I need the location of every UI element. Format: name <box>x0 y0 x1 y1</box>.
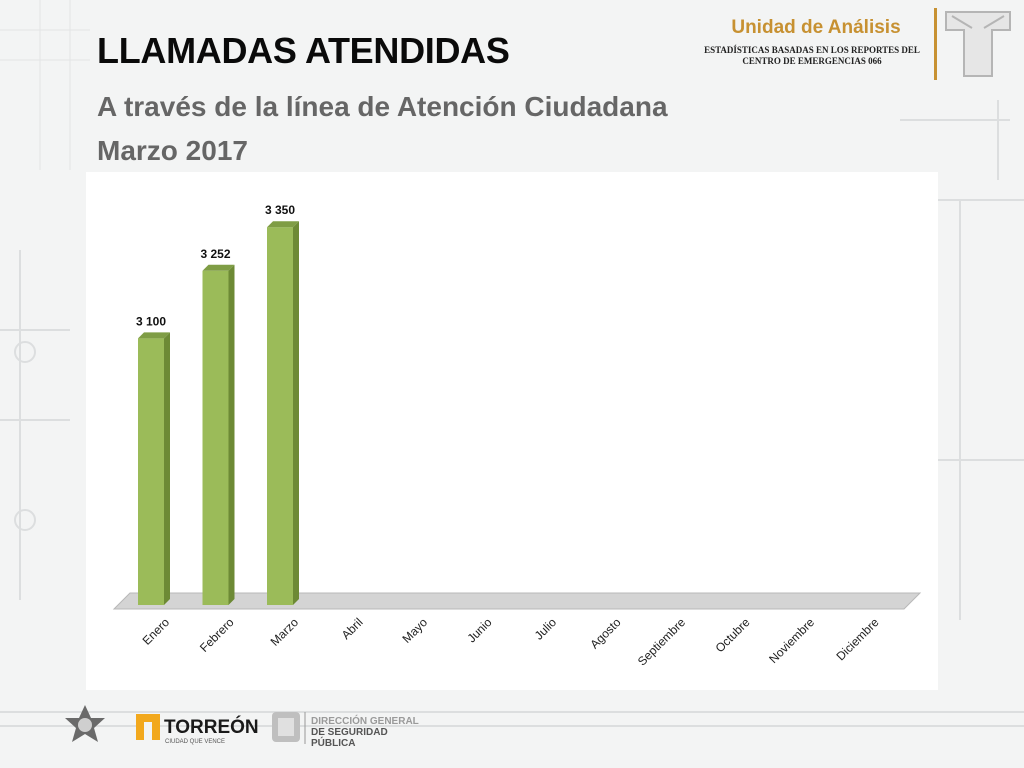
torreon-name: TORREÓN <box>164 716 259 738</box>
footer-logos: TORREÓN CIUDAD QUE VENCE DIRECCIÓN GENER… <box>65 705 419 749</box>
dgsp-line-1: DIRECCIÓN GENERAL <box>311 714 419 727</box>
bar-febrero <box>202 264 235 605</box>
dgsp-line-3: PÚBLICA <box>311 736 355 749</box>
unit-sub-line-1: ESTADÍSTICAS BASADAS EN LOS REPORTES DEL <box>704 45 920 55</box>
data-label-enero: 3 100 <box>136 314 166 328</box>
subtitle-line-1: A través de la línea de Atención Ciudada… <box>97 91 668 122</box>
police-badge-icon <box>65 705 105 742</box>
dgsp-line-2: DE SEGURIDAD <box>311 727 388 738</box>
seguridad-emblem <box>272 712 300 742</box>
header-divider <box>934 8 937 80</box>
subtitle-line-2: Marzo 2017 <box>97 135 248 166</box>
dgsp-logo: DIRECCIÓN GENERAL DE SEGURIDAD PÚBLICA <box>311 714 419 749</box>
bar-enero <box>138 332 170 605</box>
bar-marzo <box>267 221 299 605</box>
unit-logo <box>945 11 1011 77</box>
unit-sub-line-2: CENTRO DE EMERGENCIAS 066 <box>742 56 882 66</box>
slide-title: LLAMADAS ATENDIDAS <box>97 30 510 71</box>
chart-floor <box>112 592 922 610</box>
unit-subtitle: ESTADÍSTICAS BASADAS EN LOS REPORTES DEL… <box>689 45 935 67</box>
data-label-marzo: 3 350 <box>265 203 295 217</box>
slide-subtitle: A través de la línea de Atención Ciudada… <box>97 85 668 173</box>
torreon-logo: TORREÓN CIUDAD QUE VENCE <box>136 714 259 745</box>
unit-name: Unidad de Análisis <box>731 17 901 38</box>
torreon-tagline: CIUDAD QUE VENCE <box>165 739 225 745</box>
data-label-febrero: 3 252 <box>200 247 230 261</box>
